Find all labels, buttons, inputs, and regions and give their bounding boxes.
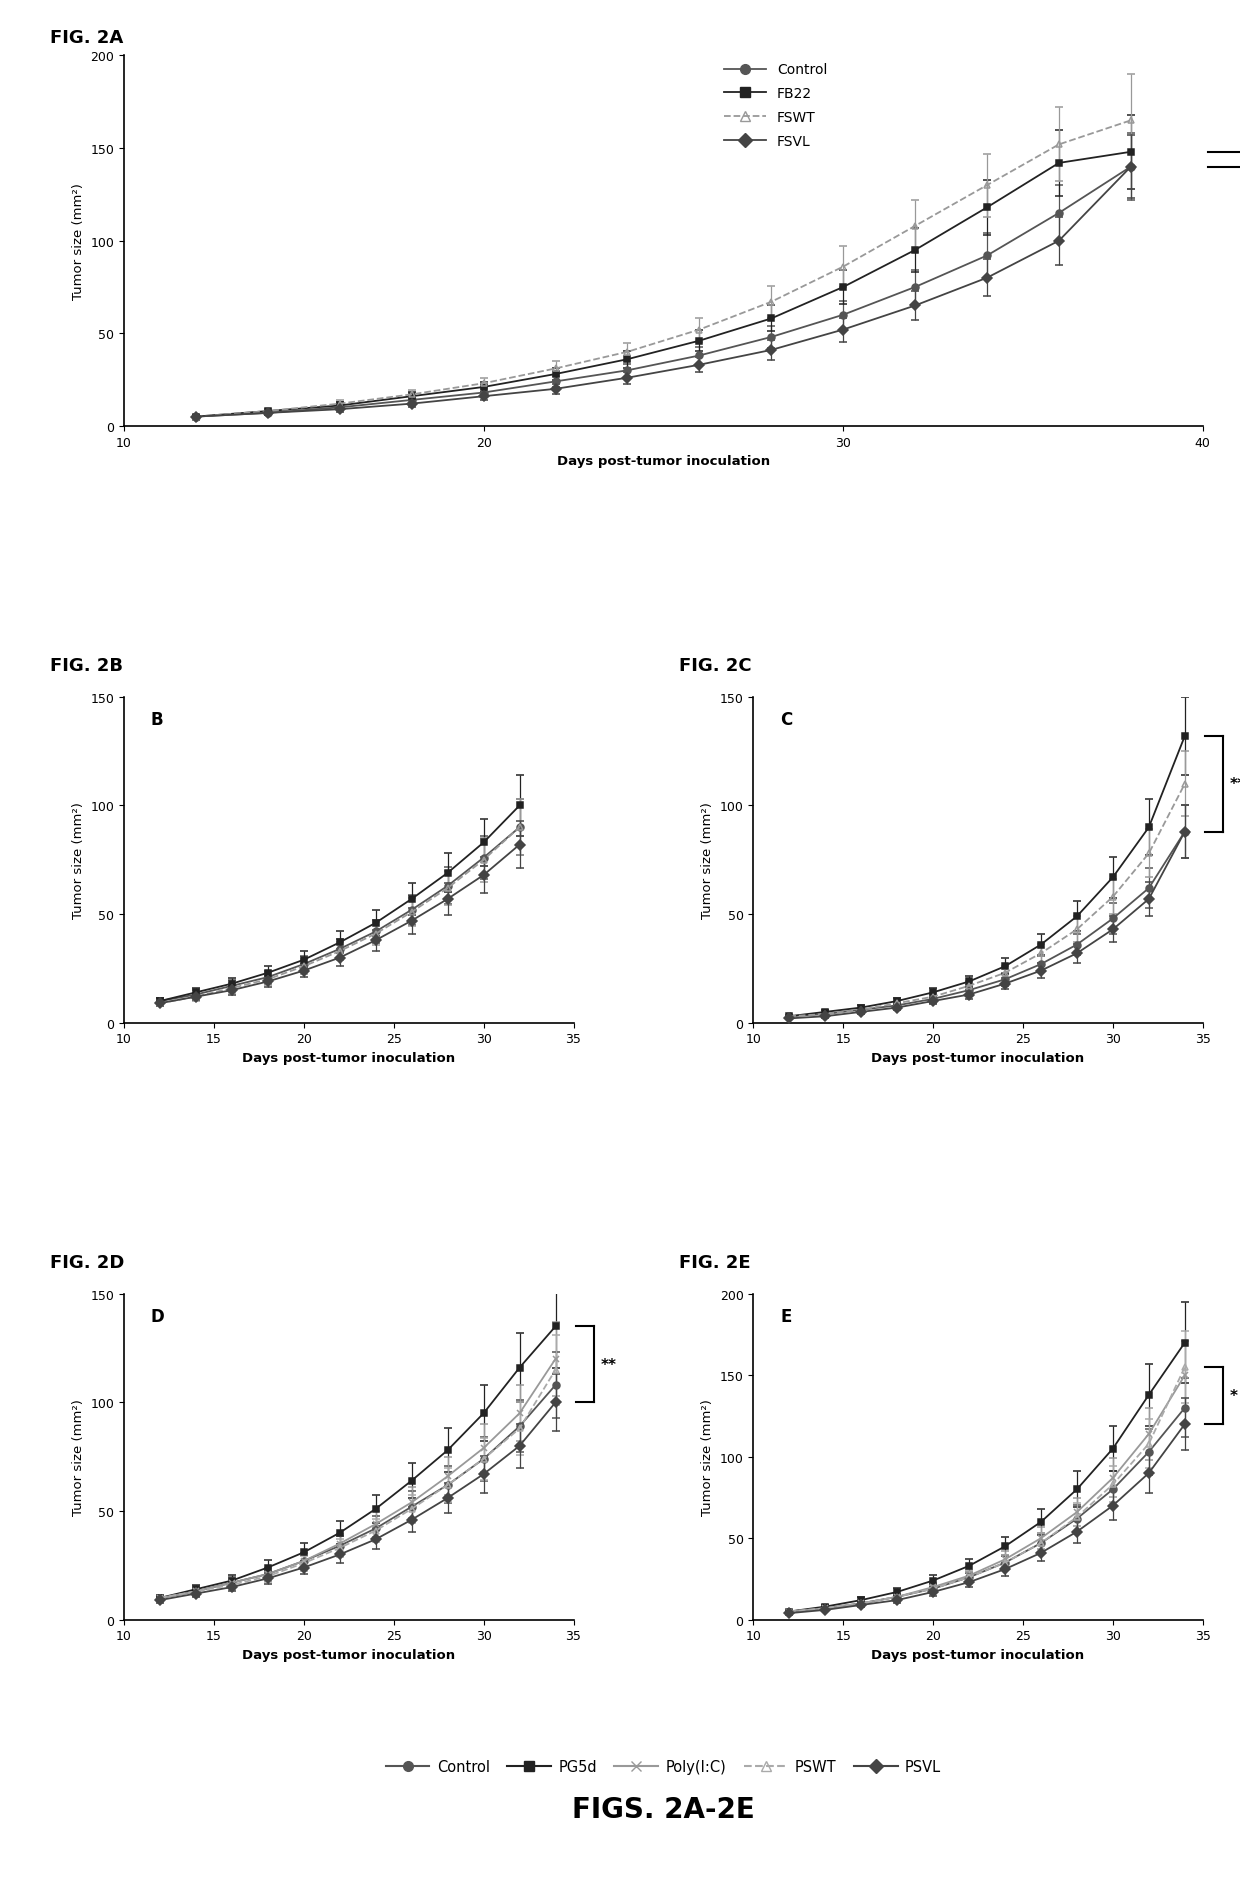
Y-axis label: Tumor size (mm²): Tumor size (mm²)	[72, 183, 84, 299]
X-axis label: Days post-tumor inoculation: Days post-tumor inoculation	[242, 1649, 455, 1662]
Text: FIGS. 2A-2E: FIGS. 2A-2E	[572, 1795, 755, 1824]
Text: FIG. 2C: FIG. 2C	[678, 657, 751, 676]
Text: B: B	[151, 711, 164, 728]
Text: FIG. 2D: FIG. 2D	[50, 1253, 124, 1272]
Text: D: D	[151, 1308, 165, 1325]
Text: E: E	[780, 1308, 791, 1325]
Text: C: C	[780, 711, 792, 728]
Y-axis label: Tumor size (mm²): Tumor size (mm²)	[701, 1398, 714, 1515]
X-axis label: Days post-tumor inoculation: Days post-tumor inoculation	[557, 455, 770, 469]
Legend: Control, PG5d, Poly(I:C), PSWT, PSVL: Control, PG5d, Poly(I:C), PSWT, PSVL	[379, 1752, 947, 1780]
Text: FIG. 2B: FIG. 2B	[50, 657, 123, 676]
X-axis label: Days post-tumor inoculation: Days post-tumor inoculation	[242, 1052, 455, 1065]
Legend: Control, FB22, FSWT, FSVL: Control, FB22, FSWT, FSVL	[724, 64, 827, 149]
Text: *: *	[1230, 1389, 1238, 1404]
Text: FIG. 2E: FIG. 2E	[678, 1253, 750, 1272]
X-axis label: Days post-tumor inoculation: Days post-tumor inoculation	[872, 1052, 1085, 1065]
Y-axis label: Tumor size (mm²): Tumor size (mm²)	[701, 802, 714, 918]
Text: **: **	[600, 1357, 616, 1372]
Text: **: **	[1230, 777, 1240, 792]
Text: FIG. 2A: FIG. 2A	[50, 28, 123, 47]
Y-axis label: Tumor size (mm²): Tumor size (mm²)	[72, 802, 84, 918]
X-axis label: Days post-tumor inoculation: Days post-tumor inoculation	[872, 1649, 1085, 1662]
Y-axis label: Tumor size (mm²): Tumor size (mm²)	[72, 1398, 84, 1515]
